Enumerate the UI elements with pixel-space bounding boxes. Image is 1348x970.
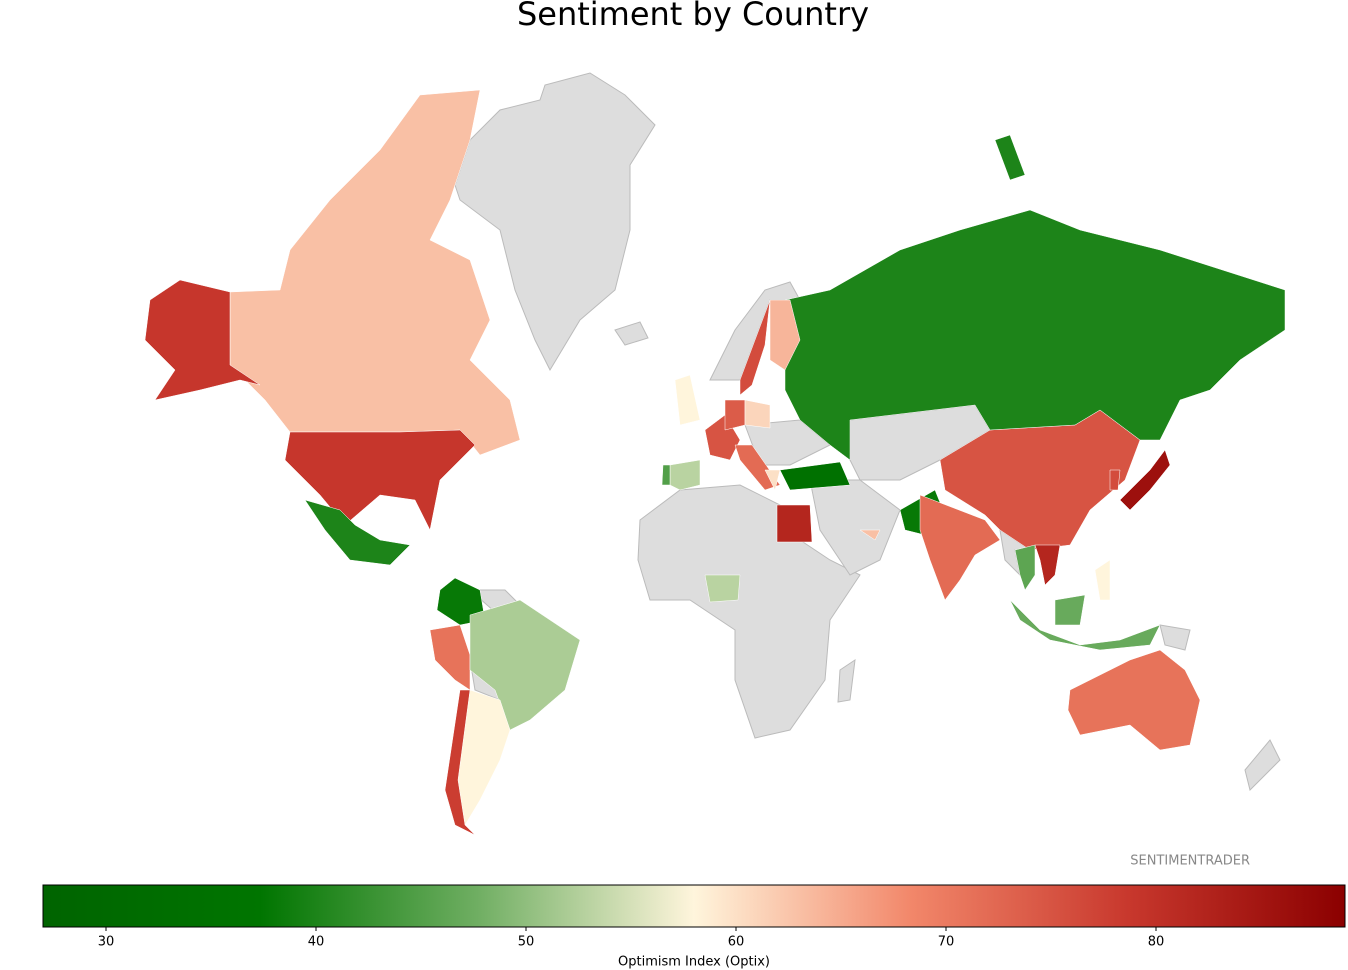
chart-title: Sentiment by Country [517, 0, 869, 33]
country-no-data [837, 658, 856, 703]
colorbar [42, 884, 1346, 928]
country [739, 299, 771, 396]
country [1109, 469, 1121, 491]
country [304, 499, 411, 566]
country [994, 134, 1026, 181]
country [704, 574, 741, 603]
country [1094, 559, 1111, 601]
colorbar-label: Optimism Index (Optix) [618, 955, 770, 970]
country [776, 504, 813, 543]
country [779, 461, 851, 491]
country [919, 494, 1001, 601]
country [734, 444, 781, 491]
colorbar-tick-label: 50 [518, 935, 535, 950]
country [1054, 594, 1086, 626]
colorbar-tick-label: 80 [1148, 935, 1165, 950]
watermark: SENTIMENTRADER [1130, 854, 1250, 869]
country [444, 689, 476, 836]
colorbar-tick-label: 40 [308, 935, 325, 950]
colorbar-tick-label: 30 [98, 935, 115, 950]
country-no-data [454, 72, 656, 372]
country [1014, 544, 1036, 591]
country [674, 374, 701, 426]
country [764, 469, 781, 491]
country [1009, 599, 1161, 651]
country [1034, 544, 1061, 586]
country [469, 599, 581, 731]
country [144, 279, 261, 401]
country [744, 399, 771, 429]
country [284, 429, 476, 531]
country [429, 624, 471, 691]
country [1067, 649, 1201, 751]
country [1119, 449, 1171, 511]
colorbar-tick-label: 60 [728, 935, 745, 950]
country [661, 464, 671, 486]
colorbar-tick-label: 70 [938, 935, 955, 950]
country-no-data [614, 321, 649, 346]
country [784, 209, 1286, 461]
country-no-data [1244, 739, 1281, 791]
country [859, 529, 881, 541]
country-no-data [637, 484, 861, 739]
country-no-data [1159, 624, 1191, 651]
map [144, 72, 1286, 836]
country [724, 399, 746, 431]
country [669, 459, 701, 491]
country [769, 299, 801, 371]
